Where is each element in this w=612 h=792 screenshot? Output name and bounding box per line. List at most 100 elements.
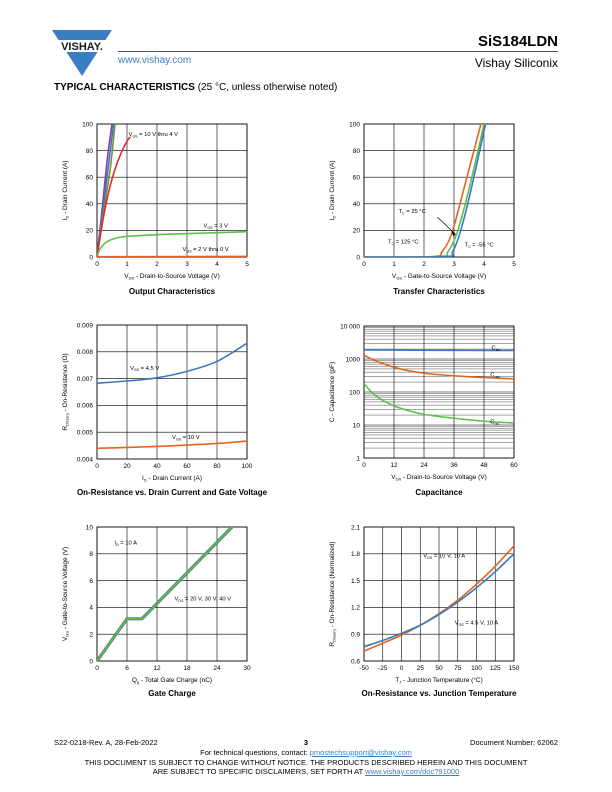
annotation-label: VGS​ = 10 V thru 4 V [129,132,179,138]
y-tick-label: 0 [89,658,93,665]
disclaimer-link[interactable]: www.vishay.com/doc?91000 [365,767,460,776]
x-tick-label: 80 [213,463,221,470]
capacitance-series-line-0 [364,349,514,352]
x-tick-label: 12 [153,665,161,672]
rdson-tj-x-axis-label: TJ​ - Junction Temperature (°C) [395,676,483,685]
annotation-label: VGS​ = 4.5 V [130,366,159,372]
capacitance-plot-frame [363,325,515,459]
capacitance-chart: 0 12 24 36 48 60 1 10 100 1000 10 000 VDS​ - Drain-… [329,323,518,482]
x-tick-label: -50 [359,665,369,672]
capacitance-series-line-1 [364,354,514,380]
y-tick-label: 1.5 [351,578,360,585]
output-x-axis-label: VDS​ - Drain-to-Source Voltage (V) [124,273,220,281]
x-tick-label: 40 [153,463,161,470]
document-number: Document Number: 62062 [470,738,558,747]
rdson-id-caption: On-Resistance vs. Drain Current and Gate… [76,488,268,497]
y-tick-label: 0.007 [77,376,94,383]
x-tick-label: 0 [95,261,99,268]
output-series [97,124,247,257]
x-tick-label: 2 [422,261,426,268]
y-tick-label: 0.004 [77,456,94,463]
x-tick-label: 100 [242,463,253,470]
x-tick-label: 5 [245,261,249,268]
gate-charge-caption: Gate Charge [148,689,196,698]
website-link[interactable]: www.vishay.com [118,55,192,66]
x-tick-label: -25 [378,665,388,672]
transfer-series [364,124,487,257]
rdson-id-chart: 0 20 40 60 80 100 0.004 0.005 0.006 0.007 0.008 0.0… [62,322,253,483]
contact-email-link[interactable]: pmostechsupport@vishay.com [309,748,412,757]
contact-prefix: For technical questions, contact: [200,748,308,757]
capacitance-x-axis-label: VDS​ - Drain-to-Source Voltage (V) [391,474,487,482]
y-tick-label: 0 [356,254,360,261]
x-tick-label: 100 [471,665,482,672]
x-tick-label: 0 [362,261,366,268]
page-footer: S22-0218-Rev. A, 28-Feb-2022 3 Document … [54,738,558,777]
x-tick-label: 50 [435,665,443,672]
section-condition: (25 °C, unless otherwise noted) [197,82,338,93]
y-tick-label: 1.2 [351,605,360,612]
output-series-line-4 [97,230,247,257]
rdson-id-x-axis-label: ID​ - Drain Current (A) [142,475,202,483]
y-tick-label: 100 [349,389,360,396]
gate-charge-x-axis-label: Qg​ - Total Gate Charge (nC) [132,677,212,685]
y-tick-label: 0.008 [77,349,94,356]
header-rule [118,51,558,52]
y-tick-label: 40 [353,201,361,208]
y-tick-label: 8 [89,551,93,558]
x-tick-label: 0 [95,463,99,470]
x-tick-label: 24 [213,665,221,672]
annotation-label: VGS​ = 10 V [172,435,200,441]
y-tick-label: 0.006 [77,403,94,410]
x-tick-label: 48 [480,462,488,469]
x-tick-label: 3 [452,261,456,268]
x-tick-label: 1 [125,261,129,268]
rdson-tj-series [364,544,514,652]
rdson-tj-plot-frame [363,526,515,662]
gate-charge-grid [96,526,248,662]
y-tick-label: 20 [86,228,94,235]
capacitance-y-axis-label: C - Capacitance (pF) [329,362,336,422]
annotation-label: VDS​ = 20 V, 30 V, 40 V [175,597,232,603]
x-tick-label: 0 [400,665,404,672]
transfer-chart: 0 1 2 3 4 5 0 20 40 60 80 100 VGS​ - Gate-to-Source … [329,121,516,280]
y-tick-label: 40 [86,201,94,208]
y-tick-label: 0.9 [351,632,360,639]
annotation-label: VGS​ = 4.5 V, 10 A [455,620,499,626]
rdson-id-series-line-0 [97,342,247,384]
x-tick-label: 25 [417,665,425,672]
gate-charge-plot-frame [96,526,248,662]
section-heading: TYPICAL CHARACTERISTICS [54,82,195,93]
y-tick-label: 0.6 [351,658,360,665]
x-tick-label: 2 [155,261,159,268]
disclaimer-line-2: ARE SUBJECT TO SPECIFIC DISCLAIMERS, SET… [54,767,558,777]
y-tick-label: 1000 [346,356,361,363]
y-tick-label: 1.8 [351,551,360,558]
x-tick-label: 75 [454,665,462,672]
revision-label: S22-0218-Rev. A, 28-Feb-2022 [54,738,158,747]
x-tick-label: 12 [390,462,398,469]
x-tick-label: 36 [450,462,458,469]
x-tick-label: 5 [512,261,516,268]
transfer-series-line-0 [364,124,482,257]
y-tick-label: 20 [353,228,361,235]
contact-line: For technical questions, contact: pmoste… [54,748,558,758]
y-tick-label: 100 [82,121,93,128]
rdson-id-plot-frame [96,324,248,460]
annotation-label: TC​ = 125 °C [388,240,419,246]
x-tick-label: 0 [95,665,99,672]
vendor-name: Vishay Siliconix [474,56,558,70]
y-tick-label: 1 [356,455,360,462]
y-tick-label: 6 [89,578,93,585]
transfer-grid [363,123,515,258]
y-tick-label: 10 000 [340,323,360,330]
annotation-label: Coss​ [490,373,500,379]
annotation-label: TC​ = -55 °C [465,242,494,248]
disclaimer-text: ARE SUBJECT TO SPECIFIC DISCLAIMERS, SET… [152,767,364,776]
page-number: 3 [303,738,309,747]
x-tick-label: 6 [125,665,129,672]
output-caption: Output Characteristics [128,287,216,296]
x-tick-label: 1 [392,261,396,268]
rdson-id-series-line-1 [97,440,247,450]
